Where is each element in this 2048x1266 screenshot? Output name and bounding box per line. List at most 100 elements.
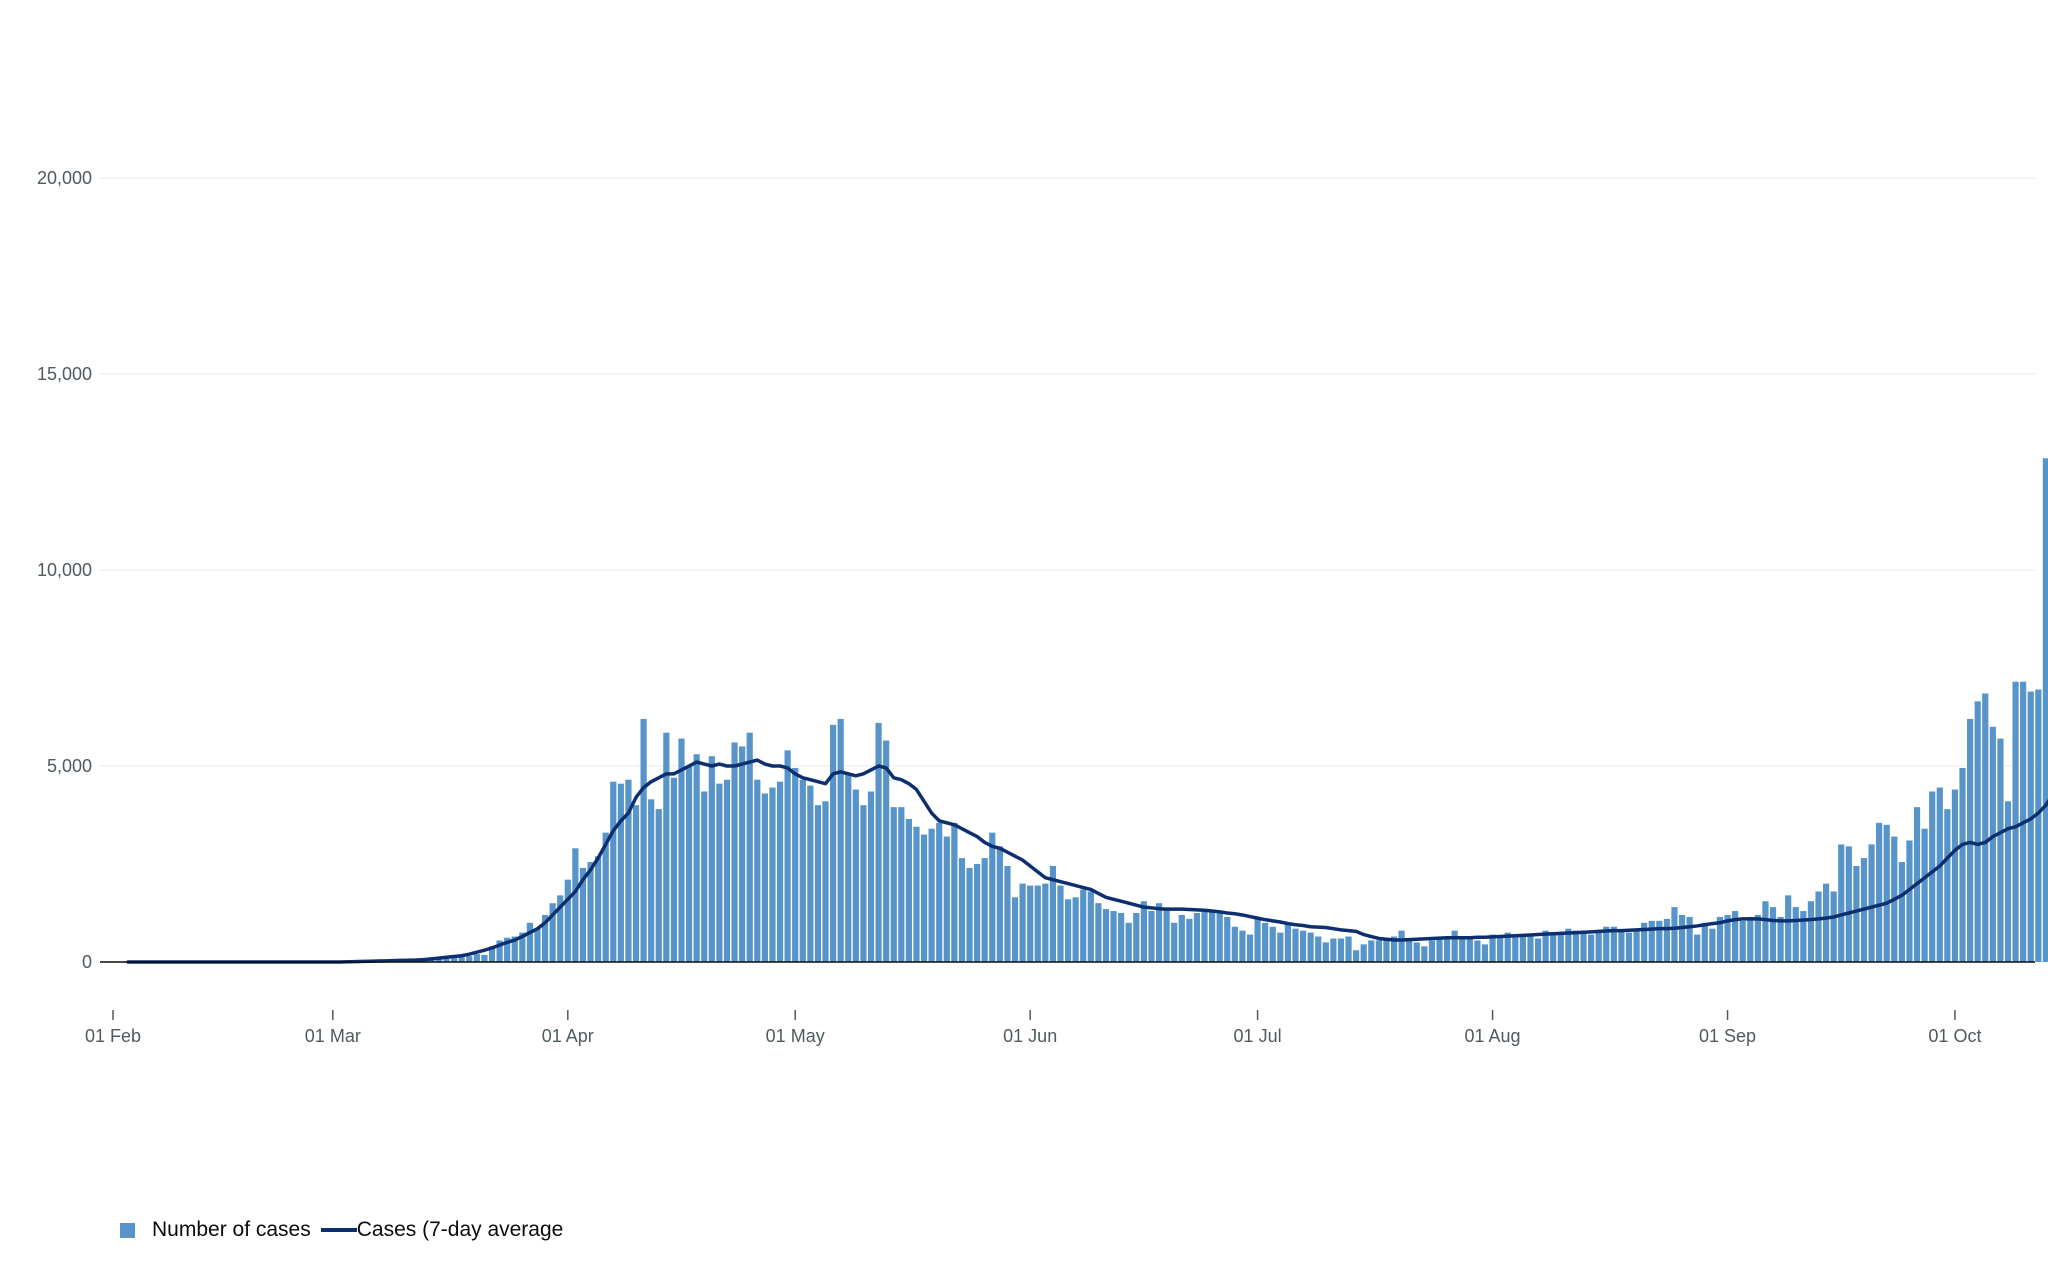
case-bar[interactable] — [481, 954, 488, 962]
case-bar[interactable] — [958, 858, 966, 962]
case-bar[interactable] — [1209, 911, 1216, 962]
case-bar[interactable] — [890, 807, 897, 962]
case-bar[interactable] — [602, 832, 609, 962]
case-bar[interactable] — [1474, 940, 1481, 962]
case-bar[interactable] — [761, 793, 768, 962]
case-bar[interactable] — [1565, 928, 1572, 962]
case-bar[interactable] — [708, 756, 715, 962]
case-bar[interactable] — [1959, 767, 1966, 962]
case-bar[interactable] — [496, 940, 503, 962]
case-bar[interactable] — [451, 958, 458, 962]
case-bar[interactable] — [1989, 726, 1996, 962]
case-bar[interactable] — [1701, 922, 1708, 962]
case-bar[interactable] — [1004, 865, 1011, 962]
case-bar[interactable] — [1489, 934, 1496, 962]
case-bar[interactable] — [1777, 916, 1784, 962]
case-bar[interactable] — [784, 750, 791, 962]
case-bar[interactable] — [564, 879, 571, 962]
case-bar[interactable] — [504, 937, 511, 962]
case-bar[interactable] — [1504, 932, 1511, 962]
case-bar[interactable] — [1057, 885, 1064, 962]
case-bar[interactable] — [739, 746, 746, 962]
case-bar[interactable] — [860, 805, 867, 962]
case-bar[interactable] — [943, 836, 950, 962]
case-bar[interactable] — [1656, 920, 1663, 962]
case-bar[interactable] — [1534, 938, 1542, 962]
case-bar[interactable] — [1716, 916, 1724, 962]
case-bar[interactable] — [1982, 693, 1989, 962]
case-bar[interactable] — [1443, 936, 1451, 962]
case-bar[interactable] — [1527, 936, 1534, 962]
case-bar[interactable] — [746, 732, 753, 962]
case-bar[interactable] — [1625, 932, 1633, 962]
case-bar[interactable] — [1246, 934, 1254, 962]
case-bar[interactable] — [974, 864, 981, 962]
case-bar[interactable] — [1648, 920, 1655, 962]
case-bar[interactable] — [1042, 883, 1049, 962]
case-bar[interactable] — [731, 742, 738, 962]
case-bar[interactable] — [1929, 791, 1936, 962]
case-bar[interactable] — [1118, 913, 1125, 962]
case-bar[interactable] — [1936, 787, 1943, 962]
case-bar[interactable] — [1201, 909, 1208, 962]
case-bar[interactable] — [1034, 885, 1041, 962]
case-bar[interactable] — [898, 807, 905, 962]
case-bar[interactable] — [1603, 926, 1610, 962]
case-bar[interactable] — [678, 738, 685, 962]
case-bar[interactable] — [1997, 738, 2004, 962]
case-bar[interactable] — [625, 779, 632, 962]
case-bar[interactable] — [557, 895, 564, 962]
case-bar[interactable] — [1019, 883, 1026, 962]
case-bar[interactable] — [549, 903, 556, 962]
case-bar[interactable] — [458, 957, 465, 962]
case-bar[interactable] — [1845, 846, 1852, 962]
case-bar[interactable] — [1140, 901, 1147, 962]
case-bar[interactable] — [1231, 926, 1238, 962]
case-bar[interactable] — [1102, 909, 1110, 962]
case-bar[interactable] — [572, 848, 579, 962]
case-bar[interactable] — [1125, 922, 1132, 962]
case-bar[interactable] — [1967, 718, 1974, 962]
case-bar[interactable] — [1315, 936, 1322, 962]
case-bar[interactable] — [1262, 922, 1269, 962]
case-bar[interactable] — [1769, 907, 1777, 962]
case-bar[interactable] — [1428, 940, 1436, 962]
case-bar[interactable] — [632, 805, 640, 962]
case-bar[interactable] — [1792, 907, 1799, 962]
case-bar[interactable] — [1822, 883, 1830, 962]
case-bar[interactable] — [814, 805, 822, 962]
case-bar[interactable] — [1944, 809, 1951, 962]
case-bar[interactable] — [1224, 916, 1231, 962]
case-bar[interactable] — [1239, 930, 1246, 962]
case-bar[interactable] — [428, 959, 435, 962]
case-bar[interactable] — [1436, 938, 1443, 962]
case-bar[interactable] — [1299, 930, 1307, 962]
case-bar[interactable] — [807, 785, 814, 962]
case-bar[interactable] — [1709, 928, 1716, 962]
case-bar[interactable] — [701, 791, 708, 962]
case-bar[interactable] — [534, 928, 541, 962]
case-bar[interactable] — [2035, 689, 2042, 962]
case-bar[interactable] — [526, 922, 533, 962]
case-bar[interactable] — [648, 799, 655, 962]
case-bar[interactable] — [1216, 913, 1223, 962]
case-bar[interactable] — [1451, 930, 1458, 962]
case-bar[interactable] — [1383, 940, 1390, 962]
case-bar[interactable] — [466, 956, 473, 962]
case-bar[interactable] — [996, 846, 1003, 962]
case-bar[interactable] — [1277, 932, 1284, 962]
case-bar[interactable] — [1550, 932, 1557, 962]
case-bar[interactable] — [1830, 891, 1837, 962]
case-bar[interactable] — [1588, 934, 1595, 962]
case-bar[interactable] — [610, 781, 617, 962]
case-bar[interactable] — [936, 822, 943, 962]
case-bar[interactable] — [1186, 918, 1193, 962]
case-bar[interactable] — [1542, 930, 1549, 962]
case-bar[interactable] — [981, 858, 988, 962]
case-bar[interactable] — [1481, 944, 1489, 962]
case-bar[interactable] — [1815, 891, 1822, 962]
case-bar[interactable] — [1754, 914, 1761, 962]
case-bar[interactable] — [1466, 938, 1473, 962]
case-bar[interactable] — [1762, 901, 1769, 962]
case-bar[interactable] — [1853, 865, 1860, 962]
